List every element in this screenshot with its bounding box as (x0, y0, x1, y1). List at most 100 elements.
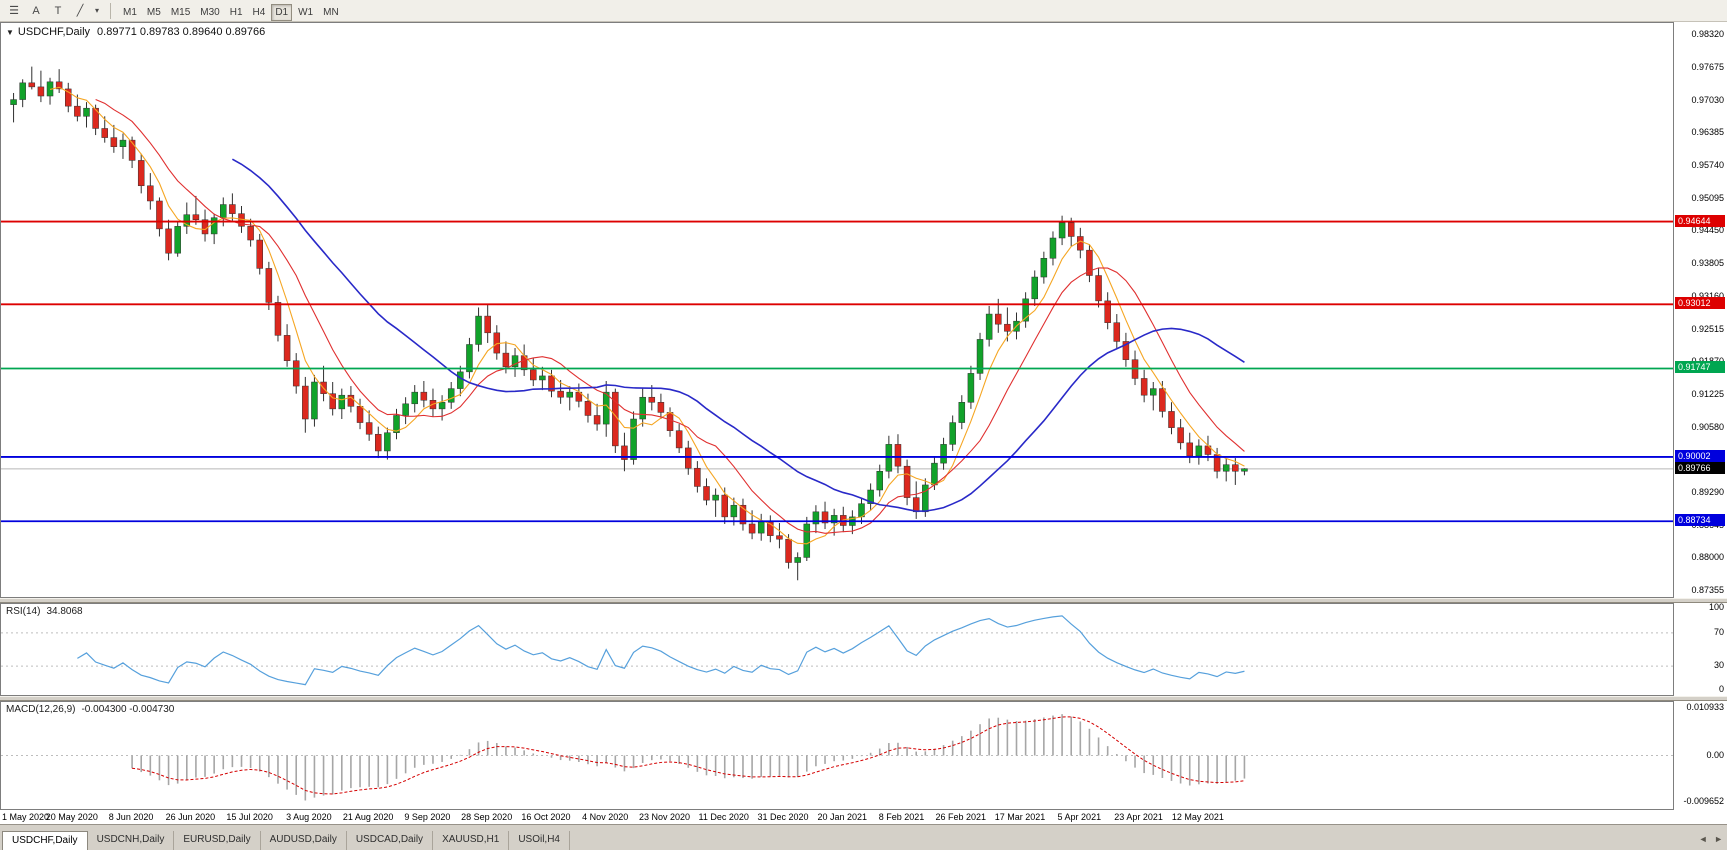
date-label: 8 Feb 2021 (878, 812, 925, 822)
date-label: 1 May 2020 (2, 812, 50, 822)
price-tick-label: 0.94450 (1691, 225, 1724, 236)
price-tick-label: 0.97675 (1691, 61, 1724, 72)
macd-values: -0.004300 -0.004730 (81, 704, 175, 715)
date-label: 31 Dec 2020 (757, 812, 809, 822)
price-tick-label: 0.91870 (1691, 357, 1724, 366)
price-tick-label: 0.91225 (1691, 388, 1724, 399)
timeframe-button-m30[interactable]: M30 (200, 6, 220, 18)
level-price-label: 0.91747 (1675, 361, 1725, 374)
chart-tab-usdcad[interactable]: USDCAD,Daily (347, 831, 434, 850)
date-label: 12 May 2021 (1171, 812, 1224, 822)
tab-scroll-right-button[interactable]: ► (1714, 834, 1723, 844)
chart-tab-usoil[interactable]: USOil,H4 (509, 831, 570, 850)
macd-tick-label: -0.009652 (1683, 796, 1724, 806)
date-label: 23 Nov 2020 (638, 812, 690, 822)
charts-menu-icon[interactable]: ☰ (9, 4, 19, 17)
rsi-panel[interactable]: RSI(14) 34.8068 (0, 603, 1674, 696)
chart-ohlc-values: 0.89771 0.89783 0.89640 0.89766 (97, 26, 266, 38)
chart-tab-eurusd[interactable]: EURUSD,Daily (174, 831, 261, 850)
timeframe-button-h4[interactable]: H4 (252, 6, 266, 18)
timeframe-button-m15[interactable]: M15 (170, 6, 191, 18)
date-label: 26 Feb 2021 (935, 812, 987, 822)
price-tick-label: 0.87355 (1691, 585, 1724, 596)
date-label: 21 Aug 2020 (342, 812, 394, 822)
text-tool-icon[interactable]: T (54, 4, 62, 17)
rsi-chart[interactable] (1, 604, 1673, 695)
macd-label: MACD(12,26,9) -0.004300 -0.004730 (6, 704, 174, 715)
chart-tab-audusd[interactable]: AUDUSD,Daily (261, 831, 347, 850)
rsi-tick-label: 100 (1708, 602, 1724, 612)
current-price-label: 0.89766 (1675, 461, 1725, 474)
price-tick-label: 0.93805 (1691, 258, 1724, 269)
price-tick-label: 0.92515 (1691, 323, 1724, 334)
collapse-triangle-icon[interactable]: ▼ (6, 28, 14, 37)
price-tick-label: 0.98320 (1691, 29, 1724, 40)
date-label: 4 Nov 2020 (582, 812, 629, 822)
rsi-name: RSI(14) (6, 606, 41, 617)
macd-axis[interactable]: 0.010933 0.00 -0.009652 (1674, 701, 1727, 810)
timeframe-button-m5[interactable]: M5 (146, 6, 161, 18)
date-label: 26 Jun 2020 (165, 812, 216, 822)
price-tick-label: 0.95095 (1691, 192, 1724, 203)
cursor-mode-icon[interactable]: A (32, 4, 40, 17)
chart-tab-usdcnh[interactable]: USDCNH,Daily (88, 831, 175, 850)
chart-tab-bar: USDCHF,Daily USDCNH,Daily EURUSD,Daily AUDU… (0, 831, 1727, 850)
rsi-tick-label: 30 (1713, 660, 1724, 671)
line-studies-icon[interactable]: ╱ (76, 4, 84, 17)
price-tick-label: 0.93160 (1691, 290, 1724, 301)
date-label: 15 Jul 2020 (226, 812, 273, 822)
price-tick-label: 0.90580 (1691, 421, 1724, 432)
date-label: 8 Jun 2020 (108, 812, 154, 822)
date-label: 5 Apr 2021 (1057, 812, 1102, 822)
date-label: 3 Aug 2020 (286, 812, 332, 822)
macd-tick-label: 0.00 (1706, 749, 1724, 760)
date-label: 17 Mar 2021 (994, 812, 1046, 822)
level-price-label: 0.88734 (1675, 514, 1725, 527)
date-label: 28 Sep 2020 (461, 812, 513, 822)
level-price-label: 0.94644 (1675, 214, 1725, 227)
rsi-axis[interactable]: 100 70 30 0 (1674, 603, 1727, 696)
level-price-label: 0.90002 (1675, 449, 1725, 462)
date-label: 20 May 2020 (45, 812, 98, 822)
tab-scroll-left-button[interactable]: ◄ (1698, 834, 1708, 844)
price-tick-label: 0.97030 (1691, 94, 1724, 105)
horizontal-scrollbar[interactable] (0, 824, 1727, 831)
timeframe-button-w1[interactable]: W1 (298, 6, 314, 18)
date-axis[interactable]: 1 May 2020 20 May 2020 8 Jun 2020 26 Jun 20… (0, 810, 1727, 824)
date-label: 23 Apr 2021 (1114, 812, 1163, 822)
price-tick-label: 0.95740 (1691, 159, 1724, 170)
date-label: 11 Dec 2020 (698, 812, 749, 822)
price-tick-label: 0.88000 (1691, 552, 1724, 563)
price-chart-panel[interactable]: ▼ USDCHF,Daily 0.89771 0.89783 0.89640 0.8… (0, 22, 1674, 598)
price-axis[interactable]: 0.98320 0.97675 0.97030 0.96385 0.95740 0.950… (1674, 22, 1727, 598)
price-tick-label: 0.96385 (1691, 127, 1724, 138)
rsi-tick-label: 0 (1718, 684, 1724, 694)
timeframe-button-mn[interactable]: MN (323, 6, 339, 18)
chart-tab-xauusd[interactable]: XAUUSD,H1 (433, 831, 510, 850)
macd-name: MACD(12,26,9) (6, 704, 76, 715)
price-tick-label: 0.89290 (1691, 487, 1724, 498)
date-label: 16 Oct 2020 (521, 812, 571, 822)
timeframe-button-d1[interactable]: D1 (271, 3, 293, 21)
macd-chart[interactable] (1, 702, 1673, 809)
line-studies-caret-icon[interactable]: ▾ (94, 5, 99, 15)
timeframe-button-h1[interactable]: H1 (229, 6, 243, 18)
chart-tab-usdchf[interactable]: USDCHF,Daily (2, 831, 88, 850)
toolbar: ☰ A T ╱ ▾ M1 M5 M15 M30 H1 H4 D1 W1 MN (0, 0, 1727, 22)
rsi-value: 34.8068 (46, 606, 83, 617)
timeframe-button-m1[interactable]: M1 (123, 6, 137, 18)
toolbar-separator (110, 2, 111, 19)
rsi-tick-label: 70 (1713, 626, 1724, 637)
panel-divider[interactable] (0, 696, 1727, 701)
date-label: 9 Sep 2020 (404, 812, 451, 822)
macd-panel[interactable]: MACD(12,26,9) -0.004300 -0.004730 (0, 701, 1674, 810)
timeframe-button-group: M1 M5 M15 M30 H1 H4 D1 W1 MN (119, 2, 345, 21)
rsi-label: RSI(14) 34.8068 (6, 606, 83, 617)
tab-scrollers: ◄ ► (1695, 834, 1723, 844)
level-price-label: 0.93012 (1675, 297, 1725, 310)
macd-tick-label: 0.010933 (1686, 702, 1724, 712)
candlestick-chart[interactable] (1, 23, 1673, 597)
date-label: 20 Jan 2021 (817, 812, 868, 822)
panel-divider[interactable] (0, 598, 1727, 603)
